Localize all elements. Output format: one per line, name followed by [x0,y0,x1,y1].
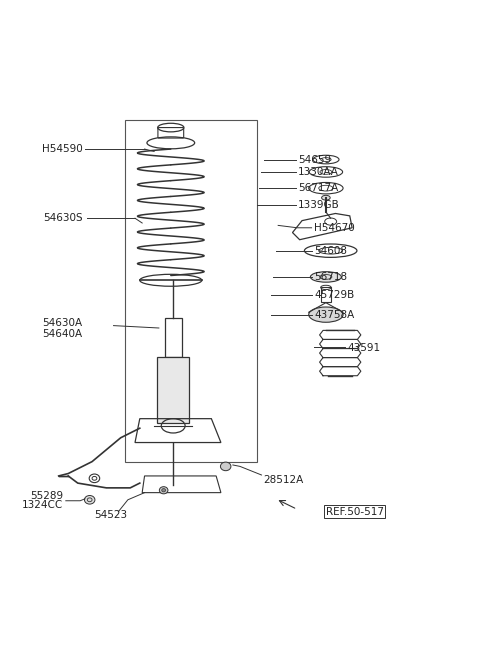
Text: 56717A: 56717A [298,183,338,193]
Bar [157,357,189,423]
Text: 43591: 43591 [348,343,381,353]
Bar [165,318,182,357]
Ellipse shape [322,195,330,200]
Text: 45729B: 45729B [314,289,354,300]
Text: 1330AA: 1330AA [298,167,339,177]
Text: 54640A: 54640A [42,329,83,339]
Ellipse shape [159,487,168,494]
Text: 54659: 54659 [298,155,331,165]
Ellipse shape [311,272,341,282]
Text: 1324CC: 1324CC [22,500,63,510]
Bar [321,287,331,302]
Ellipse shape [84,495,95,504]
Text: 28512A: 28512A [263,475,303,485]
Text: 55289: 55289 [30,491,63,501]
Text: H54590: H54590 [42,144,83,154]
Text: 54608: 54608 [314,246,347,256]
Ellipse shape [220,462,231,471]
Ellipse shape [309,307,343,322]
Text: H54670: H54670 [314,223,355,233]
Text: 54523: 54523 [95,510,128,520]
Ellipse shape [162,489,166,492]
Text: 1339GB: 1339GB [298,200,340,210]
Text: REF.50-517: REF.50-517 [326,506,384,517]
Text: 54630S: 54630S [43,213,83,223]
Text: 56718: 56718 [314,272,347,282]
Text: 54630A: 54630A [42,318,83,328]
Text: 43758A: 43758A [314,310,354,319]
